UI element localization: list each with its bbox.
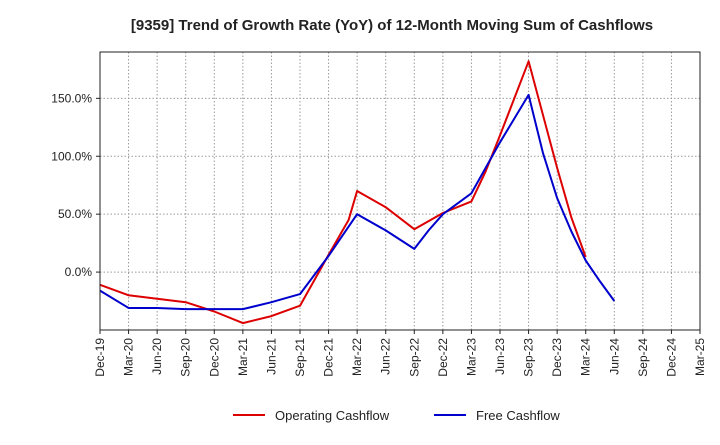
y-tick-label: 50.0% <box>58 207 92 221</box>
x-tick-label: Sep-21 <box>293 338 307 377</box>
y-axis-ticks: 0.0% 50.0% 100.0% 150.0% <box>51 91 100 279</box>
series-line-2 <box>99 93 616 311</box>
x-tick-label: Jun-22 <box>379 338 393 375</box>
x-tick-label: Mar-21 <box>236 338 250 376</box>
legend-label-1: Operating Cashflow <box>275 408 390 423</box>
x-tick-label: Sep-22 <box>407 338 421 377</box>
y-tick-label: 150.0% <box>51 91 92 105</box>
plot-border <box>99 51 701 331</box>
x-tick-label: Dec-22 <box>436 338 450 377</box>
x-tick-label: Dec-24 <box>664 338 678 377</box>
plot-area <box>100 52 700 330</box>
x-tick-label: Dec-20 <box>207 338 221 377</box>
x-tick-label: Mar-24 <box>579 338 593 376</box>
y-tick-label: 100.0% <box>51 149 92 163</box>
x-tick-label: Jun-20 <box>150 338 164 375</box>
series-line-1 <box>99 60 587 325</box>
x-tick-label: Sep-24 <box>636 338 650 377</box>
x-tick-label: Mar-22 <box>350 338 364 376</box>
series-lines <box>99 60 616 325</box>
x-tick-label: Jun-24 <box>607 338 621 375</box>
x-tick-label: Jun-21 <box>264 338 278 375</box>
x-tick-label: Mar-25 <box>693 338 707 376</box>
legend: Operating Cashflow Free Cashflow <box>233 408 560 423</box>
x-tick-label: Dec-19 <box>93 338 107 377</box>
x-tick-label: Dec-21 <box>322 338 336 377</box>
chart-title: [9359] Trend of Growth Rate (YoY) of 12-… <box>131 17 653 34</box>
x-tick-label: Mar-23 <box>464 338 478 376</box>
x-tick-label: Jun-23 <box>493 338 507 375</box>
legend-label-2: Free Cashflow <box>476 408 560 423</box>
x-tick-label: Sep-20 <box>179 338 193 377</box>
y-tick-label: 0.0% <box>65 265 93 279</box>
x-axis-ticks: Dec-19 Mar-20 Jun-20 Sep-20 Dec-20 Mar-21 Jun-… <box>93 330 707 377</box>
x-tick-label: Dec-23 <box>550 338 564 377</box>
x-tick-label: Sep-23 <box>522 338 536 377</box>
x-tick-label: Mar-20 <box>122 338 136 376</box>
